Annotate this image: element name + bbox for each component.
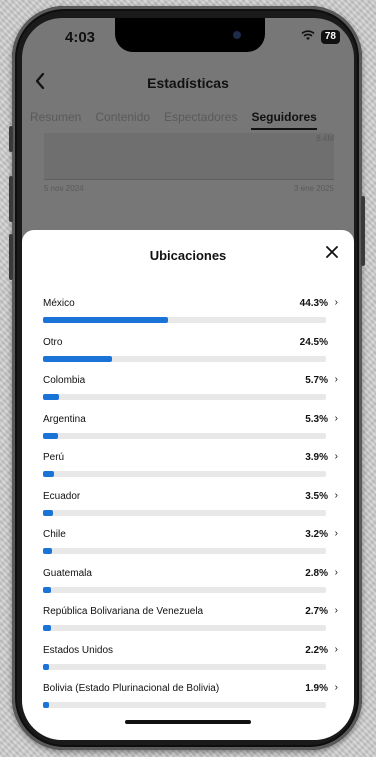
percent-bar-fill xyxy=(43,471,55,477)
percent-bar-track xyxy=(43,509,326,516)
close-icon xyxy=(326,246,338,258)
location-name: Otro xyxy=(43,336,63,348)
phone-screen: 4:03 78 Estadísticas Resumen Contenido E… xyxy=(22,18,354,740)
chart-date-start: 5 nov 2024 xyxy=(44,184,84,193)
location-name: Guatemala xyxy=(43,567,92,579)
percent-bar-track xyxy=(43,471,326,477)
percent-bar-track xyxy=(43,548,326,554)
locations-sheet: Ubicaciones México 44.3% › Otro 24.5% Colombi… xyxy=(22,230,354,740)
percent-bar-fill xyxy=(43,355,113,362)
close-button[interactable] xyxy=(320,241,344,265)
location-percent: 44.3% xyxy=(299,298,328,309)
followers-chart xyxy=(44,133,334,180)
location-percent: 5.7% xyxy=(305,375,328,386)
location-name: Chile xyxy=(43,529,66,540)
percent-bar-track xyxy=(43,355,326,362)
camera-dot xyxy=(233,31,241,39)
wifi-icon xyxy=(301,29,315,44)
percent-bar-track xyxy=(43,317,326,323)
percent-bar-fill xyxy=(43,586,51,593)
location-percent: 3.5% xyxy=(305,490,328,502)
chevron-right-icon: › xyxy=(334,374,338,385)
location-row[interactable]: República Bolivariana de Venezuela 2.7% › xyxy=(22,605,354,640)
percent-bar-fill xyxy=(43,702,49,708)
location-row[interactable]: Estados Unidos 2.2% › xyxy=(22,643,354,679)
chevron-right-icon: › xyxy=(334,682,338,693)
location-row[interactable]: México 44.3% › xyxy=(22,297,354,332)
location-percent: 2.8% xyxy=(305,567,328,579)
chart-top-value: 8.4M xyxy=(316,134,334,143)
location-name: Perú xyxy=(43,452,65,463)
location-row[interactable]: Perú 3.9% › xyxy=(22,451,354,486)
chevron-right-icon: › xyxy=(334,566,338,578)
chevron-right-icon: › xyxy=(334,297,338,308)
power-button xyxy=(361,196,365,266)
percent-bar-fill xyxy=(43,317,169,323)
location-name: Bolivia (Estado Plurinacional de Bolivia… xyxy=(43,683,220,694)
percent-bar-track xyxy=(43,586,326,593)
battery-icon: 78 xyxy=(320,29,340,44)
notch xyxy=(115,18,265,52)
percent-bar-fill xyxy=(43,548,53,554)
location-name: Ecuador xyxy=(43,490,81,502)
percent-bar-track xyxy=(43,625,326,631)
location-row[interactable]: Argentina 5.3% › xyxy=(22,412,354,448)
percent-bar-track xyxy=(43,702,326,708)
chevron-right-icon: › xyxy=(334,489,338,501)
location-row: Otro 24.5% xyxy=(22,337,354,371)
tab-bar: Resumen Contenido Espectadores Seguidore… xyxy=(22,110,354,130)
percent-bar-fill xyxy=(43,509,53,516)
tab-espectadores[interactable]: Espectadores xyxy=(164,110,238,124)
percent-bar-fill xyxy=(43,625,51,631)
location-row[interactable]: Ecuador 3.5% › xyxy=(22,489,354,525)
location-percent: 3.2% xyxy=(305,529,328,540)
location-row[interactable]: Chile 3.2% › xyxy=(22,528,354,563)
home-indicator[interactable] xyxy=(125,720,251,724)
chevron-right-icon: › xyxy=(334,451,338,462)
status-time: 4:03 xyxy=(65,29,96,46)
tab-contenido[interactable]: Contenido xyxy=(95,110,151,124)
location-percent: 2.7% xyxy=(305,606,328,617)
location-name: República Bolivariana de Venezuela xyxy=(43,606,204,617)
location-name: Estados Unidos xyxy=(43,644,114,656)
location-row[interactable]: Colombia 5.7% › xyxy=(22,374,354,409)
location-percent: 3.9% xyxy=(305,452,328,463)
chart-date-end: 3 ene 2025 xyxy=(293,184,334,193)
location-name: Argentina xyxy=(43,413,86,425)
percent-bar-track xyxy=(43,432,326,439)
side-button xyxy=(9,126,13,152)
page-title: Estadísticas xyxy=(147,75,229,91)
tab-seguidores[interactable]: Seguidores xyxy=(251,110,317,130)
chevron-right-icon: › xyxy=(334,643,338,655)
percent-bar-fill xyxy=(43,394,60,400)
percent-bar-track xyxy=(43,394,326,400)
volume-down-button xyxy=(9,234,13,280)
status-icons: 78 xyxy=(301,29,340,44)
location-percent: 2.2% xyxy=(305,644,328,656)
chevron-right-icon: › xyxy=(334,528,338,539)
back-chevron-icon[interactable] xyxy=(34,70,46,96)
location-name: Colombia xyxy=(43,375,86,386)
location-name: México xyxy=(43,298,75,309)
location-row[interactable]: Bolivia (Estado Plurinacional de Bolivia… xyxy=(22,682,354,717)
percent-bar-track xyxy=(43,663,326,670)
chevron-right-icon: › xyxy=(334,605,338,616)
percent-bar-fill xyxy=(43,432,58,439)
location-percent: 5.3% xyxy=(305,413,328,425)
volume-up-button xyxy=(9,176,13,222)
tab-resumen[interactable]: Resumen xyxy=(30,110,82,124)
location-row[interactable]: Guatemala 2.8% › xyxy=(22,566,354,602)
chevron-right-icon: › xyxy=(334,412,338,424)
percent-bar-fill xyxy=(43,663,50,670)
location-percent: 24.5% xyxy=(299,336,328,348)
sheet-title: Ubicaciones xyxy=(149,248,227,263)
location-percent: 1.9% xyxy=(305,683,328,694)
